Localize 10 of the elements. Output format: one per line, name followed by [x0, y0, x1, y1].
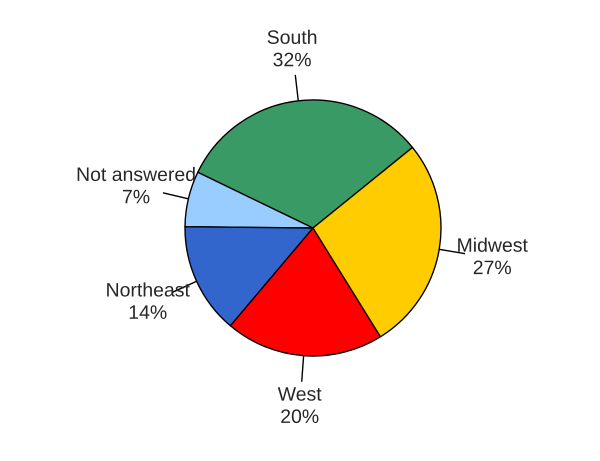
slice-label: West: [278, 387, 322, 401]
data-label: 20%: [281, 409, 318, 424]
slice-label: South: [268, 30, 316, 44]
slice-label: Not answered: [78, 166, 195, 182]
data-label: 27%: [474, 260, 511, 274]
slice-label: Midwest: [458, 238, 528, 252]
slice-label: Northeast: [107, 282, 190, 297]
data-label: 7%: [122, 190, 150, 204]
data-label: 32%: [273, 52, 311, 66]
data-label: 14%: [130, 305, 167, 319]
